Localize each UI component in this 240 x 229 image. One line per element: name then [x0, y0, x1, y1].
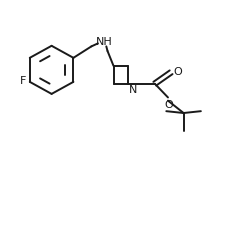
Text: O: O [173, 67, 182, 77]
Text: F: F [20, 76, 26, 86]
Text: O: O [164, 100, 173, 110]
Text: N: N [129, 85, 138, 95]
Text: NH: NH [96, 37, 112, 47]
